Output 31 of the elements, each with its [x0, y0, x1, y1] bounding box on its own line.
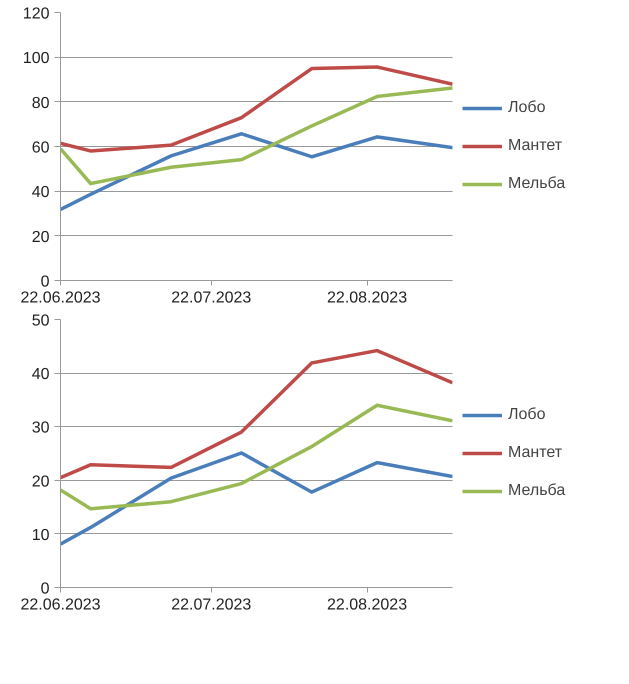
line-series	[60, 404, 452, 510]
legend-label: Мельба	[508, 482, 566, 500]
x-tick-label: 22.07.2023	[171, 596, 252, 614]
line-series	[60, 86, 452, 186]
line-series	[60, 65, 452, 153]
line-series	[60, 451, 452, 546]
y-tick-label: 10	[32, 526, 50, 544]
y-tick-label: 30	[32, 420, 50, 437]
x-tick-label: 22.06.2023	[20, 596, 101, 614]
y-tick-label: 40	[32, 184, 50, 202]
y-tick-label: 20	[32, 473, 50, 490]
legend-label: Лобо	[508, 99, 546, 117]
y-tick-label: 0	[40, 274, 50, 290]
x-tick-label: 22.06.2023	[20, 290, 101, 306]
legend-label: Мантет	[508, 137, 562, 155]
y-tick-label: 0	[40, 580, 50, 598]
y-tick-label: 40	[32, 366, 50, 384]
y-tick-label: 100	[22, 50, 50, 68]
y-tick-label: 20	[32, 228, 50, 246]
line-series	[60, 348, 452, 480]
line-series	[60, 132, 452, 212]
y-tick-label: 50	[32, 312, 50, 330]
y-tick-label: 80	[32, 94, 50, 112]
legend-label: Лобо	[508, 406, 546, 424]
y-tick-label: 120	[22, 6, 50, 22]
legend-label: Мельба	[508, 175, 566, 193]
x-tick-label: 22.07.2023	[171, 290, 252, 306]
legend-label: Мантет	[508, 444, 562, 462]
x-tick-label: 22.08.2023	[327, 290, 408, 306]
x-tick-label: 22.08.2023	[327, 596, 408, 614]
y-tick-label: 60	[32, 140, 50, 156]
